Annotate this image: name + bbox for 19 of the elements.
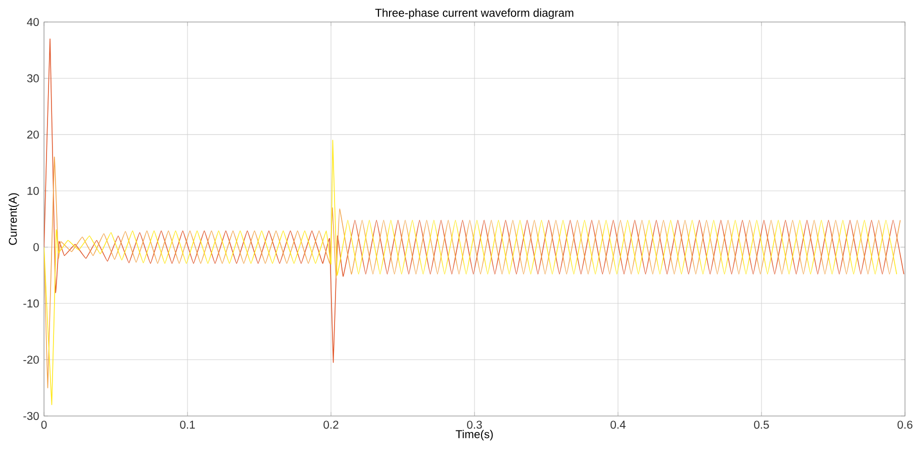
y-tick-label: -10	[23, 299, 39, 308]
x-tick-label: 0.1	[180, 420, 195, 429]
y-tick-label: 0	[33, 243, 39, 252]
x-tick-label: 0.4	[610, 420, 626, 429]
chart-title: Three-phase current waveform diagram	[375, 8, 574, 20]
y-tick-label: 10	[28, 186, 39, 195]
x-tick-label: 0.3	[467, 420, 482, 429]
y-tick-label: -20	[23, 356, 39, 364]
x-tick-label: 0.5	[754, 420, 769, 429]
y-axis-title: Current(A)	[8, 193, 20, 245]
x-axis-title: Time(s)	[456, 430, 493, 440]
line-series	[44, 38, 904, 363]
y-tick-label: -30	[23, 412, 39, 420]
x-tick-label: 0.2	[324, 420, 338, 429]
y-tick-label: 40	[26, 18, 39, 26]
x-tick-label: 0.6	[898, 420, 912, 429]
y-tick-label: 20	[27, 130, 39, 139]
y-tick-label: 30	[27, 74, 39, 82]
x-tick-label: 0	[41, 420, 47, 429]
